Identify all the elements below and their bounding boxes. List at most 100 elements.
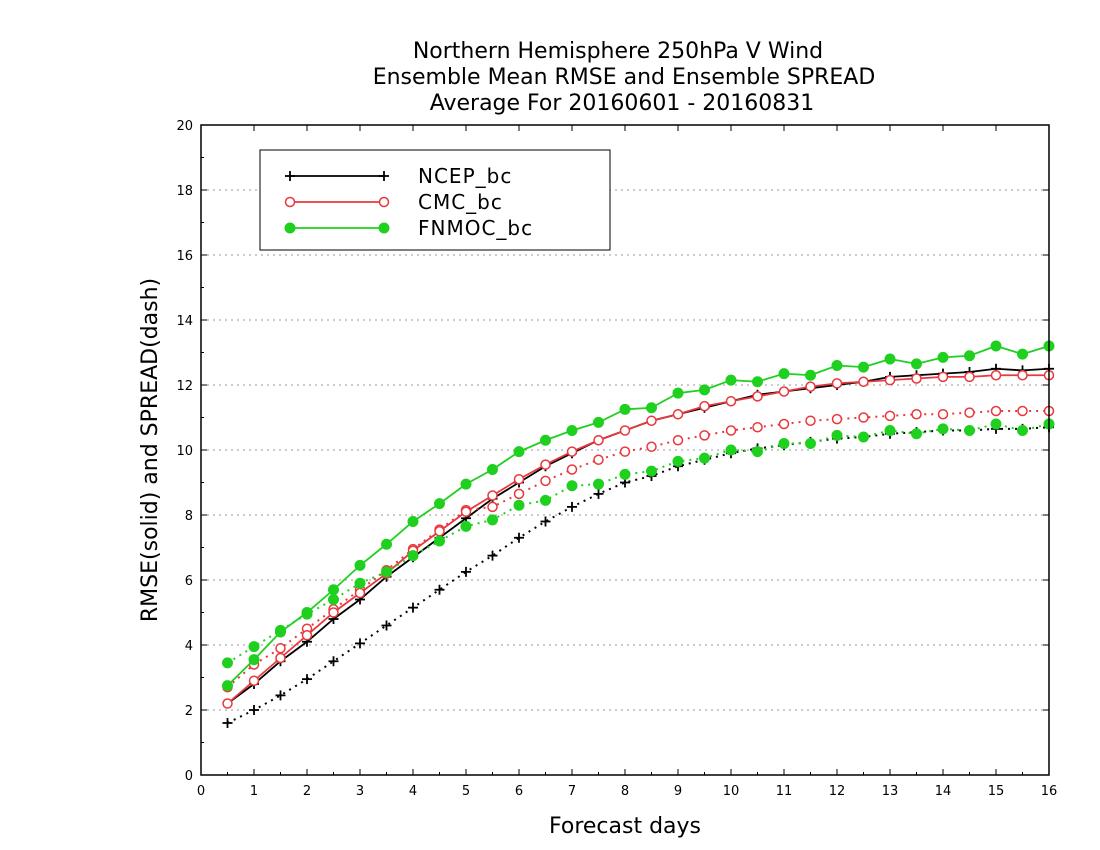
cmc-bc-spread-point (911, 409, 922, 420)
fnmoc-bc-spread-point (672, 455, 684, 467)
fnmoc-bc-rmse-point (1017, 348, 1028, 360)
series-fnmoc-bc-spread (222, 418, 1055, 669)
fnmoc-bc-spread-point (778, 438, 790, 449)
cmc-bc-rmse-point (937, 371, 949, 383)
x-tick-label: 0 (197, 784, 205, 799)
y-tick-label: 0 (185, 769, 193, 784)
ncep-bc-spread-point (461, 566, 471, 577)
fnmoc-bc-rmse-point (752, 376, 763, 388)
y-tick-label: 18 (176, 184, 193, 199)
fnmoc-bc-rmse-point (513, 446, 525, 458)
cmc-bc-spread-point (778, 418, 790, 430)
fnmoc-bc-spread-point (699, 452, 710, 464)
fnmoc-bc-rmse-point (434, 498, 445, 510)
fnmoc-bc-rmse-point (831, 360, 843, 371)
y-tick-label: 20 (176, 119, 193, 134)
y-tick-label: 2 (185, 704, 193, 719)
chart-title: Northern Hemisphere 250hPa V Wind Ensemb… (373, 39, 876, 116)
series-layer (222, 340, 1055, 728)
ncep-bc-spread-point (249, 705, 259, 715)
series-fnmoc-bc-rmse (222, 340, 1055, 692)
fnmoc-bc-rmse-point (964, 350, 975, 362)
cmc-bc-rmse-point (990, 370, 1002, 381)
cmc-bc-rmse-point (460, 506, 472, 517)
fnmoc-bc-spread-point (964, 425, 975, 436)
fnmoc-bc-spread-point (858, 431, 869, 443)
x-tick-label: 4 (409, 784, 417, 799)
legend-marker (284, 222, 296, 234)
series-cmc-bc-rmse (222, 370, 1055, 709)
fnmoc-bc-spread-point (937, 423, 949, 435)
legend-item-fnmoc-bc: FNMOC_bc (284, 216, 533, 240)
fnmoc-bc-rmse-point (222, 680, 233, 692)
cmc-bc-spread-line (226, 410, 1049, 689)
fnmoc-bc-spread-point (460, 520, 472, 532)
cmc-bc-spread-point (805, 415, 816, 426)
cmc-bc-rmse-point (354, 587, 366, 599)
fnmoc-bc-rmse-point (354, 559, 366, 571)
fnmoc-bc-rmse-point (566, 425, 578, 436)
fnmoc-bc-spread-point (407, 550, 419, 562)
y-axis-title: RMSE(solid) and SPREAD(dash) (138, 278, 163, 622)
cmc-bc-spread-point (540, 475, 551, 487)
cmc-bc-spread-point (964, 407, 975, 418)
fnmoc-bc-spread-line (226, 422, 1050, 664)
x-tick-label: 1 (250, 784, 258, 799)
fnmoc-bc-spread-point (646, 465, 657, 477)
x-tick-label: 16 (1041, 784, 1058, 799)
ncep-bc-spread-point (275, 690, 286, 701)
fnmoc-bc-spread-point (884, 425, 896, 436)
y-tick-label: 16 (176, 249, 193, 264)
cmc-bc-rmse-point (752, 391, 763, 402)
fnmoc-bc-spread-point (619, 468, 631, 480)
x-tick-label: 13 (882, 784, 899, 799)
fnmoc-bc-rmse-point (911, 358, 922, 370)
fnmoc-bc-spread-point (990, 418, 1002, 430)
legend-label: FNMOC_bc (418, 216, 533, 240)
ncep-bc-spread-point (567, 501, 577, 512)
fnmoc-bc-rmse-point (487, 464, 498, 475)
cmc-bc-rmse-point (672, 409, 684, 420)
cmc-bc-spread-point (1017, 405, 1028, 417)
x-tick-label: 12 (829, 784, 846, 799)
fnmoc-bc-rmse-point (990, 340, 1002, 352)
cmc-bc-spread-point (487, 501, 498, 513)
fnmoc-bc-spread-point (434, 535, 445, 547)
cmc-bc-spread-point (672, 435, 684, 446)
cmc-bc-rmse-point (805, 381, 816, 392)
cmc-bc-rmse-point (778, 386, 790, 397)
x-tick-label: 3 (356, 784, 364, 799)
y-tick-label: 14 (176, 314, 193, 329)
ncep-bc-spread-point (222, 718, 233, 728)
cmc-bc-rmse-point (328, 607, 339, 618)
cmc-bc-spread-point (513, 488, 525, 500)
legend-marker (284, 196, 296, 208)
cmc-bc-rmse-point (593, 435, 604, 446)
axis-ticks: 0 1 2 3 4 5 6 7 8 9 10 11 12 13 14 15 160246810121416182… (176, 119, 1057, 799)
fnmoc-bc-rmse-point (407, 516, 419, 527)
x-tick-label: 14 (935, 784, 952, 799)
y-tick-label: 10 (176, 444, 193, 459)
ncep-bc-spread-point (408, 602, 418, 613)
fnmoc-bc-rmse-line (226, 345, 1050, 687)
fnmoc-bc-spread-point (513, 499, 525, 511)
legend-marker (378, 196, 390, 208)
fnmoc-bc-rmse-point (381, 538, 392, 550)
fnmoc-bc-rmse-point (248, 654, 260, 666)
cmc-bc-spread-point (752, 422, 763, 433)
x-tick-label: 7 (568, 784, 576, 799)
cmc-bc-rmse-line (226, 374, 1049, 705)
cmc-bc-rmse-point (487, 490, 498, 501)
cmc-bc-rmse-point (831, 378, 843, 389)
fnmoc-bc-spread-point (831, 429, 843, 441)
fnmoc-bc-spread-point (566, 480, 578, 492)
fnmoc-bc-rmse-point (460, 478, 472, 490)
cmc-bc-rmse-point (540, 459, 551, 470)
fnmoc-bc-rmse-point (778, 368, 790, 380)
fnmoc-bc-rmse-point (858, 361, 869, 373)
cmc-bc-rmse-point (646, 415, 657, 426)
fnmoc-bc-spread-point (381, 566, 392, 578)
fnmoc-bc-rmse-point (540, 434, 551, 446)
